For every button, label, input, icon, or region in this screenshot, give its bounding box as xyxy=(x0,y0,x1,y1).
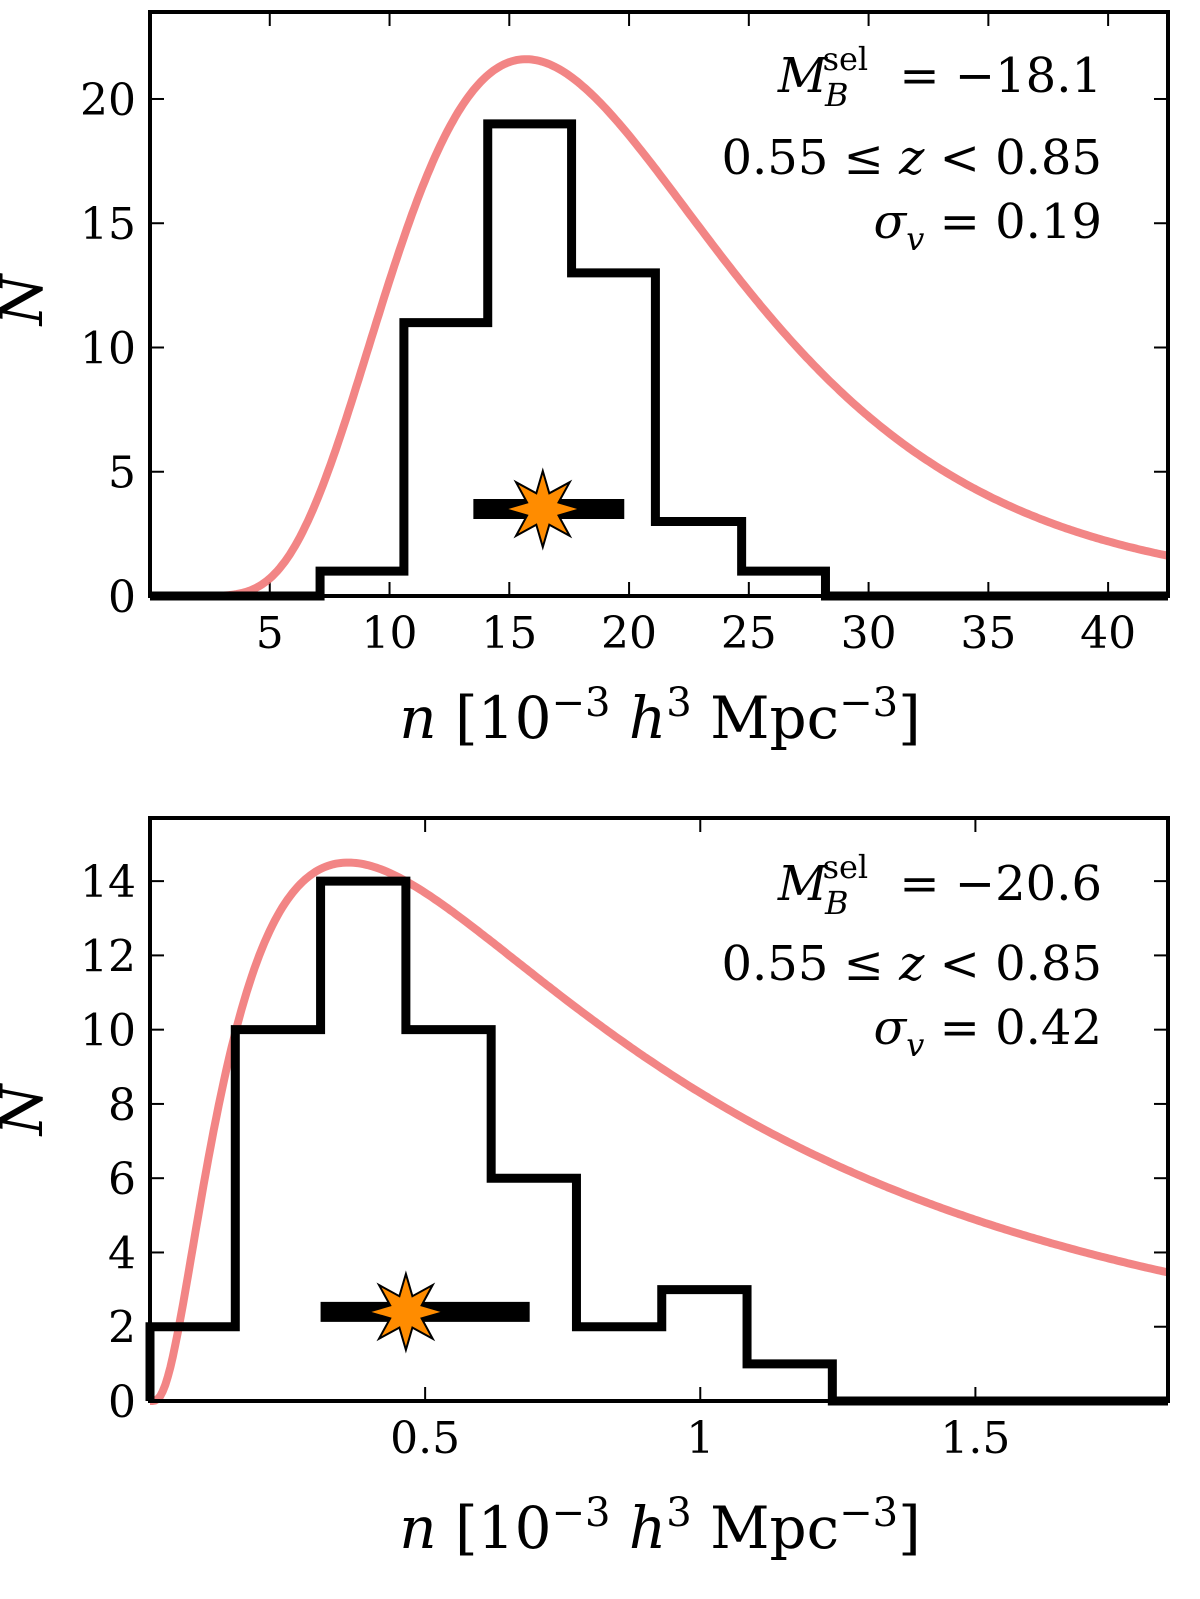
bottom-axes-frame xyxy=(148,816,1170,1403)
top-annot-mag: MBsel = −18.1 xyxy=(777,40,1102,114)
top-ytick-label: 5 xyxy=(108,448,136,499)
bottom-ytick-label: 6 xyxy=(108,1154,136,1205)
bottom-ytick-label: 10 xyxy=(80,1006,136,1057)
bottom-annot-mag: MBsel = −20.6 xyxy=(777,848,1102,922)
bottom-ytick-label: 12 xyxy=(80,931,136,982)
top-histogram xyxy=(150,119,1168,601)
bottom-ytick-label: 0 xyxy=(108,1377,136,1428)
bottom-xtick-label: 0.5 xyxy=(390,1413,460,1464)
top-ytick-label: 15 xyxy=(80,199,136,250)
top-star-marker xyxy=(501,467,585,551)
bottom-ytick-label: 4 xyxy=(108,1228,136,1279)
bottom-histogram xyxy=(145,876,1168,1406)
bottom-star-marker xyxy=(364,1270,448,1354)
bottom-xlabel: n [10−3 h3 Mpc−3] xyxy=(399,1490,921,1562)
bottom-ytick-label: 8 xyxy=(108,1080,136,1131)
top-fit-curve xyxy=(150,55,1169,600)
top-xtick-label: 25 xyxy=(721,608,777,659)
bottom-annot-sigma: σv = 0.42 xyxy=(874,1000,1102,1064)
top-ylabel: N xyxy=(0,272,56,327)
top-ytick-label: 10 xyxy=(80,323,136,374)
top-xlabel: n [10−3 h3 Mpc−3] xyxy=(399,680,921,752)
bottom-ylabel: N xyxy=(0,1082,56,1137)
top-xtick-label: 15 xyxy=(481,608,537,659)
top-tick-labels: 5 10 15 20 25 30 35 40 0 5 10 15 20 xyxy=(80,75,1136,659)
top-xtick-label: 35 xyxy=(960,608,1016,659)
top-annot-z: 0.55 ≤ z < 0.85 xyxy=(721,130,1102,186)
top-xtick-label: 10 xyxy=(362,608,418,659)
top-ytick-label: 0 xyxy=(108,572,136,623)
panel-bottom: 0.5 1 1.5 0 2 4 6 8 10 12 14 N n [10−3 h3 Mpc−3] M… xyxy=(0,816,1170,1562)
bottom-xtick-label: 1 xyxy=(686,1413,714,1464)
bottom-ytick-label: 14 xyxy=(80,857,136,908)
bottom-fit-curve xyxy=(150,858,1169,1405)
bottom-annot-z: 0.55 ≤ z < 0.85 xyxy=(721,936,1102,992)
bottom-tick-labels: 0.5 1 1.5 0 2 4 6 8 10 12 14 xyxy=(80,857,1010,1464)
bottom-xtick-label: 1.5 xyxy=(940,1413,1010,1464)
top-axes-frame xyxy=(148,10,1170,598)
top-xtick-label: 20 xyxy=(601,608,657,659)
top-annot-sigma: σv = 0.19 xyxy=(874,194,1102,258)
top-ytick-label: 20 xyxy=(80,75,136,126)
bottom-ytick-label: 2 xyxy=(108,1303,136,1354)
panel-top: 5 10 15 20 25 30 35 40 0 5 10 15 20 N n [10−3 h3 Mpc… xyxy=(0,10,1170,752)
top-xtick-label: 40 xyxy=(1080,608,1136,659)
top-xtick-label: 5 xyxy=(256,608,284,659)
top-xtick-label: 30 xyxy=(841,608,897,659)
